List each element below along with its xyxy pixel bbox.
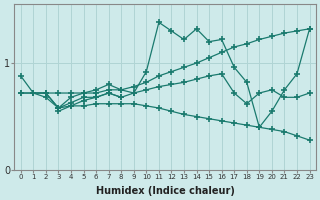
X-axis label: Humidex (Indice chaleur): Humidex (Indice chaleur) [96,186,235,196]
